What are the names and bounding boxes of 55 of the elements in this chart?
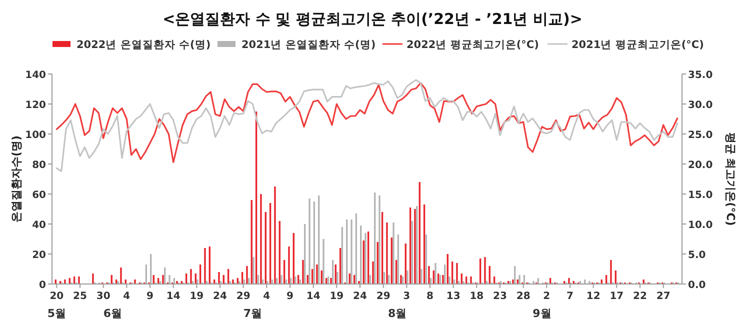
legend-label: 2021년 평균최고기온(°C) [572,39,704,51]
y-tick-label: 0 [39,280,46,291]
y-tick-label: 120 [25,100,46,111]
x-tick-label: 27 [656,291,670,302]
chart-title: <온열질환자 수 및 평균최고기온 추이(’22년 - ’21년 비교)> [162,10,582,28]
y-tick-label: 80 [32,160,46,171]
x-tick-label: 29 [376,291,390,302]
x-tick-label: 22 [633,291,647,302]
legend-label: 2022년 평균최고기온(°C) [406,39,539,51]
legend-label: 2022년 온열질환자 수(명) [76,39,211,51]
text: 6월 [103,307,122,320]
x-tick-label: 12 [586,291,600,302]
y2-tick-label: 25.0 [688,130,713,141]
y-tick-label: 60 [32,190,46,201]
text: 8월 [388,307,407,320]
y2-tick-label: 30.0 [688,100,713,111]
x-tick-label: 9 [286,291,294,302]
x-tick-label: 24 [353,291,367,302]
x-tick-label: 30 [96,291,110,302]
x-tick-label: 24 [213,291,227,302]
text: 9월 [532,307,552,320]
y2-tick-label: 0.0 [688,280,706,291]
y-axis-title: 온열질환자수(명) [10,135,23,223]
y2-axis-title: 평균 최고기온(°C) [724,132,737,226]
x-tick-label: 14 [166,291,180,302]
y-tick-label: 140 [25,70,46,81]
y-tick-label: 20 [32,250,46,261]
x-tick-label: 14 [306,291,320,302]
x-tick-label: 4 [263,291,270,302]
y-tick-label: 40 [32,220,46,231]
x-tick-label: 20 [50,291,64,302]
text: 7월 [243,307,262,320]
x-tick-label: 7 [566,291,574,302]
x-tick-label: 19 [190,291,204,302]
y2-tick-label: 15.0 [688,190,713,201]
x-tick-label: 17 [610,291,624,302]
x-tick-label: 13 [446,291,460,302]
x-tick-label: 8 [426,291,434,302]
y2-tick-label: 10.0 [688,220,713,231]
x-tick-label: 29 [236,291,250,302]
x-tick-label: 3 [403,291,410,302]
y2-tick-label: 35.0 [688,70,713,81]
x-tick-label: 23 [493,291,507,302]
x-tick-label: 4 [123,291,130,302]
x-tick-label: 18 [470,291,484,302]
x-tick-label: 28 [516,291,530,302]
x-tick-label: 2 [543,291,550,302]
x-tick-label: 25 [73,291,87,302]
x-tick-label: 19 [330,291,344,302]
text: 5월 [47,307,66,320]
legend-label: 2021년 온열질환자 수(명) [242,39,376,51]
y2-tick-label: 20.0 [688,160,713,171]
x-tick-label: 9 [146,291,154,302]
y2-tick-label: 5.0 [688,250,706,261]
y-tick-label: 100 [25,130,46,141]
